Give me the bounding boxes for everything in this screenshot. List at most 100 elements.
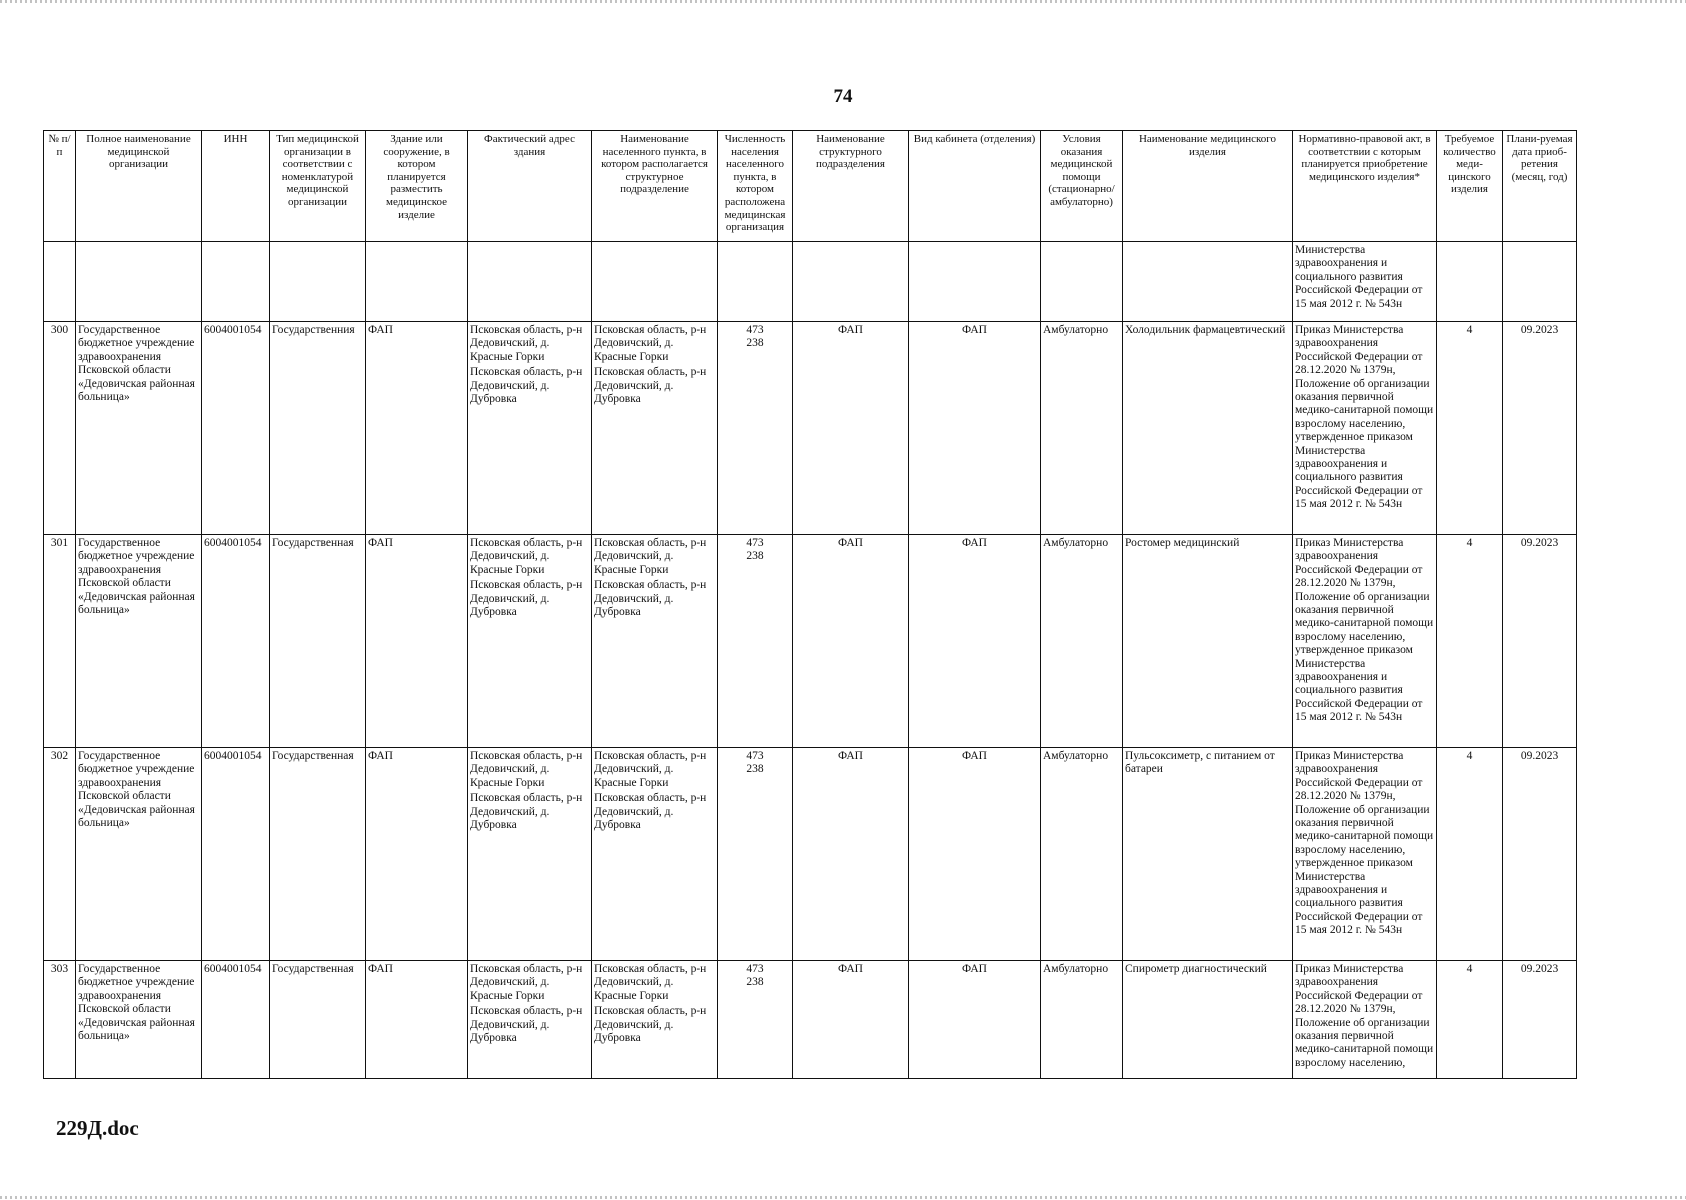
cell-unit: ФАП xyxy=(792,534,909,748)
locality-line: Псковская область, р-н Дедовичский, д. Д… xyxy=(594,579,707,619)
cell-type: Государственная xyxy=(269,960,366,1079)
column-header: Тип медицинской организации в соответств… xyxy=(269,130,366,242)
population-line: 238 xyxy=(746,337,764,350)
address-line: Псковская область, р-н Дедовичский, д. Д… xyxy=(470,792,583,832)
cell-date: 09.2023 xyxy=(1502,747,1577,961)
cell-device: Холодильник фармацевтический xyxy=(1122,321,1293,535)
cell-device: Спирометр диагностический xyxy=(1122,960,1293,1079)
column-header: Наименование населенного пункта, в котор… xyxy=(591,130,718,242)
column-header: Здание или сооружение, в котором планиру… xyxy=(365,130,468,242)
address-line: Псковская область, р-н Дедовичский, д. К… xyxy=(470,963,583,1002)
cell-cabinet: ФАП xyxy=(908,321,1041,535)
address-line: Псковская область, р-н Дедовичский, д. К… xyxy=(470,750,583,789)
table-row: 301 Государственное бюджетное учреждение … xyxy=(43,534,1577,748)
locality-line: Псковская область, р-н Дедовичский, д. К… xyxy=(594,750,707,789)
population-line: 238 xyxy=(746,976,764,989)
cell-locality: Псковская область, р-н Дедовичский, д. К… xyxy=(591,960,718,1079)
cell-type: Государственная xyxy=(269,747,366,961)
column-header: Наименование медицинского изделия xyxy=(1122,130,1293,242)
cell-building: ФАП xyxy=(365,321,468,535)
column-header: № п/п xyxy=(43,130,76,242)
locality-line: Псковская область, р-н Дедовичский, д. Д… xyxy=(594,792,707,832)
locality-line: Псковская область, р-н Дедовичский, д. К… xyxy=(594,537,707,576)
column-header: Плани-руемая дата приоб-ретения (месяц, … xyxy=(1502,130,1577,242)
column-header: Полное наименование медицинской организа… xyxy=(75,130,202,242)
cell-qty: 4 xyxy=(1436,960,1503,1079)
address-line: Псковская область, р-н Дедовичский, д. К… xyxy=(470,324,583,363)
medical-equipment-table: № п/п Полное наименование медицинской орг… xyxy=(43,130,1577,1079)
table-row: 302 Государственное бюджетное учреждение … xyxy=(43,747,1577,961)
cell-act: Приказ Министерства здравоохранения Росс… xyxy=(1292,747,1437,961)
cell-device: Пульсоксиметр, с питанием от батареи xyxy=(1122,747,1293,961)
cell-act: Приказ Министерства здравоохранения Росс… xyxy=(1292,960,1437,1079)
column-header: Численность населения населенного пункта… xyxy=(717,130,793,242)
address-line: Псковская область, р-н Дедовичский, д. Д… xyxy=(470,366,583,406)
cell-building: ФАП xyxy=(365,960,468,1079)
column-header: Условия оказания медицинской помощи (ста… xyxy=(1040,130,1123,242)
cell-date: 09.2023 xyxy=(1502,534,1577,748)
population-line: 238 xyxy=(746,763,764,776)
cell-date: 09.2023 xyxy=(1502,321,1577,535)
cell-conditions: Амбулаторно xyxy=(1040,960,1123,1079)
column-header: ИНН xyxy=(201,130,270,242)
document-filename: 229Д.doc xyxy=(56,1116,139,1140)
cell-num: 303 xyxy=(43,960,76,1079)
cell-num: 301 xyxy=(43,534,76,748)
cell-org: Государственное бюджетное учреждение здр… xyxy=(75,321,202,535)
cell-org: Государственное бюджетное учреждение здр… xyxy=(75,534,202,748)
cell-conditions: Амбулаторно xyxy=(1040,321,1123,535)
column-header: Вид кабинета (отделения) xyxy=(908,130,1041,242)
cell-cabinet: ФАП xyxy=(908,534,1041,748)
cell-locality: Псковская область, р-н Дедовичский, д. К… xyxy=(591,534,718,748)
cell-locality: Псковская область, р-н Дедовичский, д. К… xyxy=(591,747,718,961)
cell-unit: ФАП xyxy=(792,747,909,961)
cell-inn: 6004001054 xyxy=(201,534,270,748)
locality-line: Псковская область, р-н Дедовичский, д. К… xyxy=(594,963,707,1002)
cell-qty: 4 xyxy=(1436,321,1503,535)
cell-unit: ФАП xyxy=(792,321,909,535)
cell-building: ФАП xyxy=(365,747,468,961)
population-line: 473 xyxy=(746,750,764,762)
cell-type: Государственния xyxy=(269,321,366,535)
cell-conditions: Амбулаторно xyxy=(1040,747,1123,961)
continuation-row: Министерства здравоохранения и социально… xyxy=(43,241,1577,322)
header-row: № п/п Полное наименование медицинской орг… xyxy=(43,130,1577,242)
scan-edge-bottom xyxy=(0,1196,1686,1199)
cell-unit: ФАП xyxy=(792,960,909,1079)
column-header: Наименование структурного подразделения xyxy=(792,130,909,242)
population-line: 473 xyxy=(746,324,764,336)
cell-inn: 6004001054 xyxy=(201,960,270,1079)
cell-address: Псковская область, р-н Дедовичский, д. К… xyxy=(467,534,592,748)
address-line: Псковская область, р-н Дедовичский, д. Д… xyxy=(470,579,583,619)
cell-act: Приказ Министерства здравоохранения Росс… xyxy=(1292,321,1437,535)
column-header: Нормативно-правовой акт, в соответствии … xyxy=(1292,130,1437,242)
cell-date: 09.2023 xyxy=(1502,960,1577,1079)
scan-edge-top xyxy=(0,0,1686,3)
cell-population: 473 238 xyxy=(717,321,793,535)
page-number: 74 xyxy=(833,86,853,107)
cell-num: 300 xyxy=(43,321,76,535)
cell-cabinet: ФАП xyxy=(908,747,1041,961)
cell-inn: 6004001054 xyxy=(201,747,270,961)
cell-conditions: Амбулаторно xyxy=(1040,534,1123,748)
cell-building: ФАП xyxy=(365,534,468,748)
locality-line: Псковская область, р-н Дедовичский, д. Д… xyxy=(594,366,707,406)
table-row: 300 Государственное бюджетное учреждение … xyxy=(43,321,1577,535)
population-line: 473 xyxy=(746,537,764,549)
cell-address: Псковская область, р-н Дедовичский, д. К… xyxy=(467,960,592,1079)
population-line: 473 xyxy=(746,963,764,975)
cell-qty: 4 xyxy=(1436,747,1503,961)
cell-population: 473 238 xyxy=(717,960,793,1079)
column-header: Требуемое количество меди-цинского издел… xyxy=(1436,130,1503,242)
column-header: Фактический адрес здания xyxy=(467,130,592,242)
address-line: Псковская область, р-н Дедовичский, д. Д… xyxy=(470,1005,583,1045)
cell-inn: 6004001054 xyxy=(201,321,270,535)
cell-act: Приказ Министерства здравоохранения Росс… xyxy=(1292,534,1437,748)
cell-qty: 4 xyxy=(1436,534,1503,748)
cell-population: 473 238 xyxy=(717,534,793,748)
cell-org: Государственное бюджетное учреждение здр… xyxy=(75,960,202,1079)
cell-locality: Псковская область, р-н Дедовичский, д. К… xyxy=(591,321,718,535)
continuation-act: Министерства здравоохранения и социально… xyxy=(1292,241,1437,322)
cell-cabinet: ФАП xyxy=(908,960,1041,1079)
locality-line: Псковская область, р-н Дедовичский, д. Д… xyxy=(594,1005,707,1045)
